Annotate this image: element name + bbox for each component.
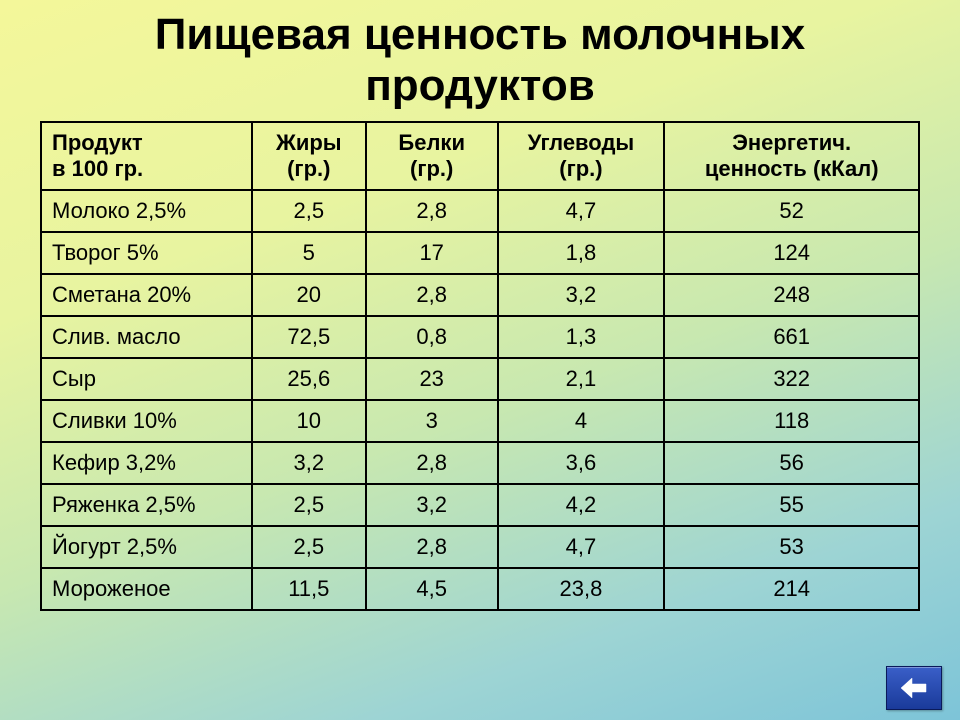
- col-header-protein: Белки (гр.): [366, 122, 498, 190]
- table-header-row: Продукт в 100 гр. Жиры (гр.) Белки (гр.)…: [41, 122, 919, 190]
- cell-product: Сыр: [41, 358, 252, 400]
- table-row: Йогурт 2,5% 2,5 2,8 4,7 53: [41, 526, 919, 568]
- cell-protein: 4,5: [366, 568, 498, 610]
- table-row: Слив. масло 72,5 0,8 1,3 661: [41, 316, 919, 358]
- cell-protein: 23: [366, 358, 498, 400]
- cell-energy: 118: [664, 400, 919, 442]
- table-row: Творог 5% 5 17 1,8 124: [41, 232, 919, 274]
- cell-product: Кефир 3,2%: [41, 442, 252, 484]
- cell-product: Сливки 10%: [41, 400, 252, 442]
- cell-energy: 56: [664, 442, 919, 484]
- cell-product: Йогурт 2,5%: [41, 526, 252, 568]
- table-row: Сыр 25,6 23 2,1 322: [41, 358, 919, 400]
- cell-energy: 661: [664, 316, 919, 358]
- cell-fat: 11,5: [252, 568, 366, 610]
- table-body: Молоко 2,5% 2,5 2,8 4,7 52 Творог 5% 5 1…: [41, 190, 919, 610]
- cell-product: Слив. масло: [41, 316, 252, 358]
- title-line-2: продуктов: [365, 61, 595, 110]
- arrow-left-icon: [900, 676, 928, 700]
- cell-product: Молоко 2,5%: [41, 190, 252, 232]
- col-header-energy-l1: Энергетич.: [732, 130, 851, 155]
- cell-protein: 2,8: [366, 274, 498, 316]
- cell-protein: 3: [366, 400, 498, 442]
- back-button[interactable]: [886, 666, 942, 710]
- cell-carb: 4,7: [498, 526, 665, 568]
- title-line-1: Пищевая ценность молочных: [155, 10, 805, 59]
- nutrition-table-container: Продукт в 100 гр. Жиры (гр.) Белки (гр.)…: [40, 121, 920, 611]
- cell-carb: 1,3: [498, 316, 665, 358]
- col-header-protein-l1: Белки: [398, 130, 465, 155]
- cell-fat: 2,5: [252, 526, 366, 568]
- table-row: Сметана 20% 20 2,8 3,2 248: [41, 274, 919, 316]
- cell-product: Мороженое: [41, 568, 252, 610]
- col-header-energy-l2: ценность (кКал): [705, 156, 879, 181]
- cell-energy: 53: [664, 526, 919, 568]
- col-header-carb-l1: Углеводы: [528, 130, 635, 155]
- cell-energy: 248: [664, 274, 919, 316]
- cell-product: Сметана 20%: [41, 274, 252, 316]
- cell-fat: 20: [252, 274, 366, 316]
- cell-energy: 322: [664, 358, 919, 400]
- cell-fat: 10: [252, 400, 366, 442]
- cell-fat: 2,5: [252, 484, 366, 526]
- col-header-fat-l1: Жиры: [276, 130, 342, 155]
- cell-product: Творог 5%: [41, 232, 252, 274]
- col-header-product: Продукт в 100 гр.: [41, 122, 252, 190]
- cell-fat: 72,5: [252, 316, 366, 358]
- cell-fat: 5: [252, 232, 366, 274]
- cell-fat: 2,5: [252, 190, 366, 232]
- table-row: Сливки 10% 10 3 4 118: [41, 400, 919, 442]
- cell-carb: 3,2: [498, 274, 665, 316]
- cell-carb: 4,7: [498, 190, 665, 232]
- table-row: Мороженое 11,5 4,5 23,8 214: [41, 568, 919, 610]
- cell-carb: 4,2: [498, 484, 665, 526]
- col-header-energy: Энергетич. ценность (кКал): [664, 122, 919, 190]
- table-row: Ряженка 2,5% 2,5 3,2 4,2 55: [41, 484, 919, 526]
- cell-energy: 52: [664, 190, 919, 232]
- cell-energy: 55: [664, 484, 919, 526]
- col-header-protein-l2: (гр.): [410, 156, 453, 181]
- page-title: Пищевая ценность молочных продуктов: [0, 0, 960, 111]
- nutrition-table: Продукт в 100 гр. Жиры (гр.) Белки (гр.)…: [40, 121, 920, 611]
- cell-fat: 3,2: [252, 442, 366, 484]
- cell-product: Ряженка 2,5%: [41, 484, 252, 526]
- cell-protein: 0,8: [366, 316, 498, 358]
- cell-carb: 4: [498, 400, 665, 442]
- cell-carb: 3,6: [498, 442, 665, 484]
- cell-protein: 2,8: [366, 526, 498, 568]
- cell-protein: 17: [366, 232, 498, 274]
- col-header-carb-l2: (гр.): [559, 156, 602, 181]
- cell-carb: 2,1: [498, 358, 665, 400]
- col-header-fat-l2: (гр.): [287, 156, 330, 181]
- cell-energy: 124: [664, 232, 919, 274]
- col-header-product-l1: Продукт: [52, 130, 143, 155]
- col-header-product-l2: в 100 гр.: [52, 156, 143, 181]
- cell-carb: 1,8: [498, 232, 665, 274]
- cell-protein: 2,8: [366, 190, 498, 232]
- cell-protein: 3,2: [366, 484, 498, 526]
- table-row: Кефир 3,2% 3,2 2,8 3,6 56: [41, 442, 919, 484]
- cell-energy: 214: [664, 568, 919, 610]
- cell-fat: 25,6: [252, 358, 366, 400]
- cell-protein: 2,8: [366, 442, 498, 484]
- col-header-carb: Углеводы (гр.): [498, 122, 665, 190]
- table-row: Молоко 2,5% 2,5 2,8 4,7 52: [41, 190, 919, 232]
- cell-carb: 23,8: [498, 568, 665, 610]
- col-header-fat: Жиры (гр.): [252, 122, 366, 190]
